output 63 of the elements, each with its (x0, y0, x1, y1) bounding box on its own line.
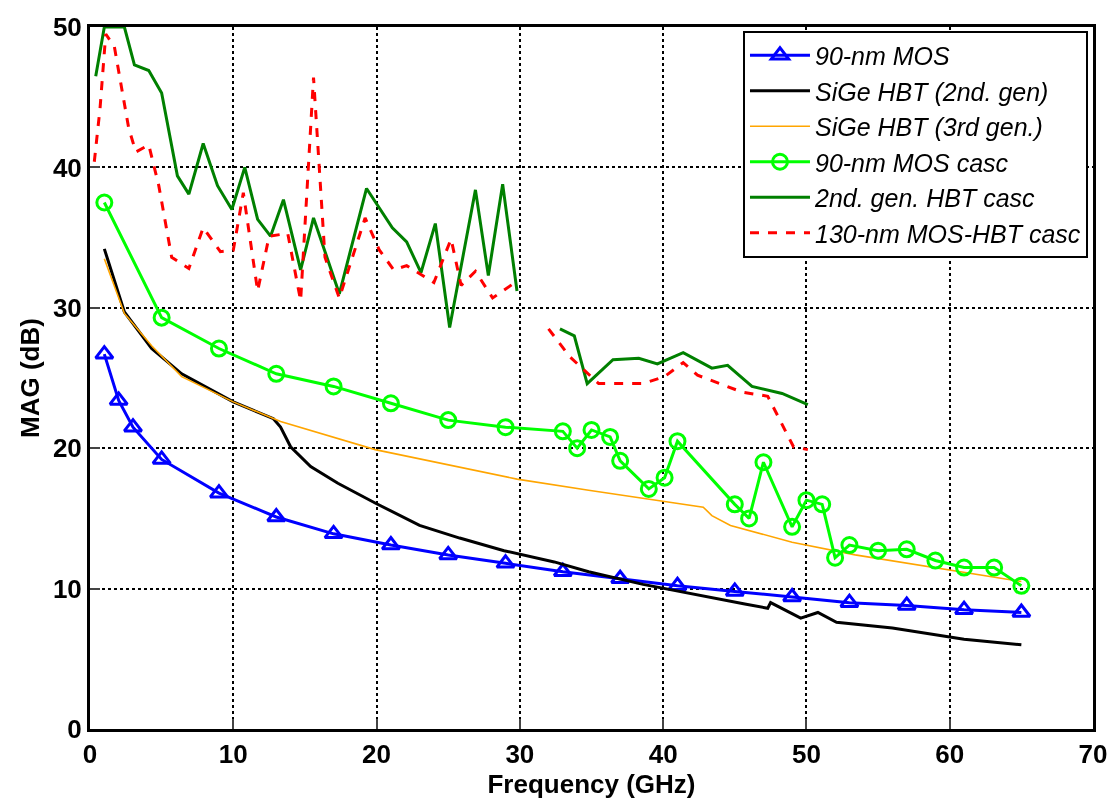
y-tick-label: 10 (52, 573, 82, 604)
point (495, 554, 516, 569)
y-tick-label: 30 (52, 292, 82, 323)
point (639, 479, 658, 498)
point (151, 450, 172, 465)
point (209, 339, 228, 358)
x-tick-label: 10 (218, 739, 248, 770)
point (1012, 576, 1031, 595)
x-tick-label: 60 (935, 739, 965, 770)
legend-label: 130-nm MOS-HBT casc (814, 219, 1081, 248)
x-tick-label: 30 (505, 739, 535, 770)
point (668, 432, 687, 451)
x-tick-label: 20 (362, 739, 392, 770)
x-tick-label: 70 (1078, 739, 1108, 770)
legend-label: 2nd. gen. HBT casc (813, 184, 1036, 213)
point (725, 495, 744, 514)
point (552, 562, 573, 577)
point (897, 540, 916, 559)
point (152, 308, 171, 327)
point (840, 536, 859, 555)
point (582, 420, 601, 439)
y-tick-label: 40 (52, 152, 82, 183)
legend-label: SiGe HBT (2nd. gen) (814, 77, 1049, 106)
point (754, 453, 773, 472)
point (797, 491, 816, 510)
x-axis-title: Frequency (GHz) (487, 769, 696, 800)
point (869, 541, 888, 560)
point (324, 377, 343, 396)
point (439, 411, 458, 430)
point (108, 391, 129, 406)
point (783, 517, 802, 536)
legend-label: SiGe HBT (3rd gen.) (814, 113, 1043, 142)
point (724, 582, 745, 597)
x-tick-label: 40 (648, 739, 678, 770)
point (813, 495, 832, 514)
point (955, 558, 974, 577)
y-tick-label: 50 (52, 12, 82, 43)
point (323, 524, 344, 540)
point (655, 468, 674, 487)
legend-label: 90-nm MOS casc (814, 148, 1009, 177)
point (266, 508, 287, 523)
point (553, 422, 572, 441)
y-tick-label: 20 (52, 433, 82, 464)
point (1011, 603, 1032, 618)
point (926, 551, 945, 570)
y-tick-label: 0 (67, 714, 82, 745)
point (839, 593, 860, 608)
point (267, 364, 286, 383)
point (601, 427, 620, 446)
point (611, 451, 630, 470)
point (896, 596, 917, 611)
point (438, 545, 459, 561)
x-tick-label: 50 (791, 739, 821, 770)
point (826, 548, 845, 567)
legend-label: 90-nm MOS (814, 42, 951, 71)
point (381, 394, 400, 413)
point (985, 558, 1004, 577)
point (95, 193, 114, 212)
point (94, 345, 115, 360)
point (496, 418, 515, 437)
point (740, 509, 759, 528)
point (568, 439, 587, 458)
y-axis-title: MAG (dB) (15, 318, 46, 438)
